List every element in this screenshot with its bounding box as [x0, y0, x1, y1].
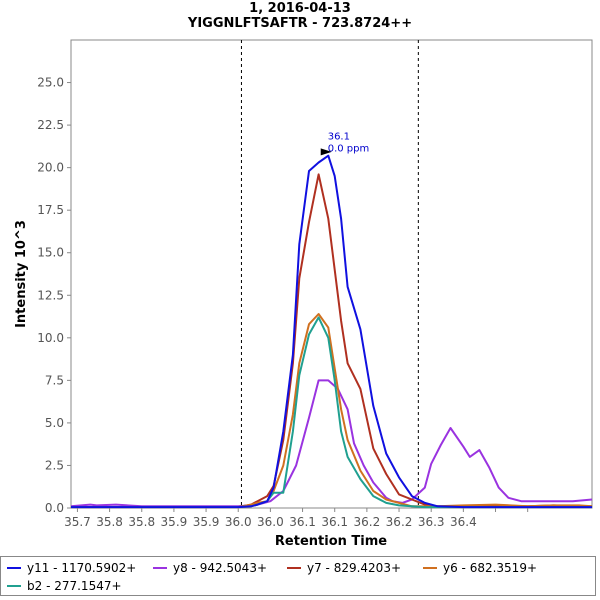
x-tick-label: 35.9 [161, 515, 188, 529]
x-tick-label: 36.1 [321, 515, 348, 529]
x-tick-label: 35.9 [193, 515, 220, 529]
x-tick-label: 36.2 [386, 515, 413, 529]
x-tick-label: 36.4 [450, 515, 477, 529]
peak-annotation: 36.1 0.0 ppm [320, 131, 370, 156]
y-tick-label: 17.5 [37, 203, 64, 217]
legend-swatch-y6 [423, 566, 437, 569]
x-tick-label: 36.3 [418, 515, 445, 529]
x-tick-label: 36.2 [354, 515, 381, 529]
legend-item-b2: b2 - 277.1547+ [7, 577, 122, 595]
peak-annotation-ppm: 0.0 ppm [328, 143, 370, 154]
x-axis: 35.7 35.8 35.8 35.9 35.9 36.0 36.0 36.1 36.1 36.2… [64, 508, 529, 529]
legend-label-y6: y6 - 682.3519+ [443, 561, 538, 575]
x-axis-title: Retention Time [275, 534, 387, 549]
peak-annotation-rt: 36.1 [328, 131, 350, 142]
integration-boundaries [240, 40, 419, 508]
chart-subtitle: YIGGNLFTSAFTR - 723.8724++ [187, 16, 412, 31]
legend: y11 - 1170.5902+ y8 - 942.5043+ y7 - 829… [0, 556, 596, 596]
y-tick-label: 20.0 [37, 161, 64, 175]
y-tick-label: 10.0 [37, 331, 64, 345]
x-tick-label: 35.7 [64, 515, 91, 529]
legend-item-y8: y8 - 942.5043+ [153, 559, 267, 577]
y-tick-label: 0.0 [45, 501, 64, 515]
legend-swatch-y7 [287, 566, 301, 569]
series-layer [70, 154, 593, 509]
chart-title: 1, 2016-04-13 [249, 1, 351, 16]
y-axis-title: Intensity 10^3 [14, 220, 29, 328]
legend-item-y6: y6 - 682.3519+ [423, 559, 537, 577]
x-tick-label: 35.8 [128, 515, 155, 529]
y-tick-label: 25.0 [37, 76, 64, 90]
x-tick-label: 35.8 [96, 515, 123, 529]
legend-item-y7: y7 - 829.4203+ [287, 559, 401, 577]
y-tick-label: 5.0 [45, 416, 64, 430]
series-line-y11 [71, 154, 592, 509]
legend-label-b2: b2 - 277.1547+ [27, 579, 122, 593]
legend-item-y11: y11 - 1170.5902+ [7, 559, 136, 577]
legend-swatch-b2 [7, 584, 21, 587]
legend-swatch-y11 [7, 566, 21, 569]
y-tick-label: 22.5 [37, 118, 64, 132]
y-axis: 0.0 2.5 5.0 7.5 10.0 12.5 15.0 17.5 20.0 22.5 25.0 [37, 76, 71, 515]
x-tick-label: 36.0 [225, 515, 252, 529]
y-tick-label: 12.5 [37, 288, 64, 302]
peak-marker-icon [320, 148, 332, 156]
legend-label-y8: y8 - 942.5043+ [173, 561, 268, 575]
legend-label-y11: y11 - 1170.5902+ [27, 561, 137, 575]
y-tick-label: 15.0 [37, 246, 64, 260]
legend-label-y7: y7 - 829.4203+ [307, 561, 402, 575]
x-tick-label: 36.0 [257, 515, 284, 529]
x-tick-label: 36.1 [289, 515, 316, 529]
plot-area [70, 39, 593, 509]
legend-swatch-y8 [153, 566, 167, 569]
y-tick-label: 2.5 [45, 458, 64, 472]
y-tick-label: 7.5 [45, 373, 64, 387]
